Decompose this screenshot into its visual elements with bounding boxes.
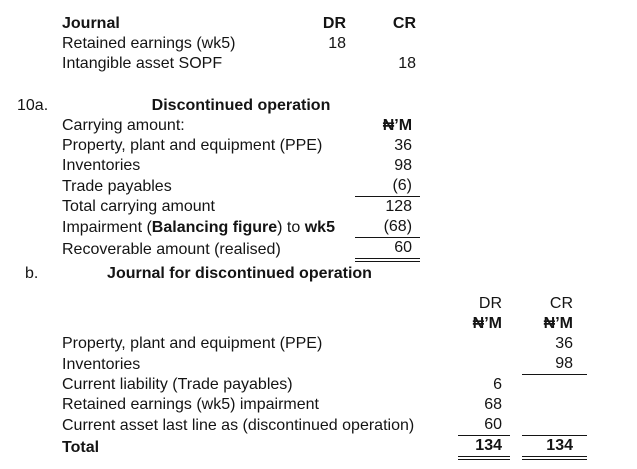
table-row: Impairment (Balancing figure) to wk5 (68… <box>62 217 421 238</box>
row-label: Total carrying amount <box>62 198 215 215</box>
journal-title: Journal <box>62 15 120 32</box>
row-label: Trade payables <box>62 177 172 195</box>
label-part-bold: Balancing figure <box>151 218 278 236</box>
cr-currency-unit: ₦’M <box>543 315 573 332</box>
impairment-row-label: Impairment (Balancing figure) to wk5 <box>62 217 355 238</box>
row-dr-value <box>458 354 510 375</box>
cr-column-header: CR <box>549 295 573 312</box>
discontinued-journal-table: DR CR ₦’M ₦’M Property, plant and equipm… <box>62 294 587 460</box>
label-part-bold: wk5 <box>304 218 335 236</box>
row-value: (68) <box>355 217 421 238</box>
row-cr-value <box>522 395 587 415</box>
row-value: 36 <box>394 137 413 154</box>
row-label: Property, plant and equipment (PPE) <box>62 137 323 154</box>
table-row: Recoverable amount (realised) 60 <box>62 237 421 262</box>
table-row: Retained earnings (wk5) impairment 68 <box>62 395 587 415</box>
row-value: 60 <box>355 237 421 262</box>
table-row: Inventories 98 <box>62 156 420 176</box>
row-dr-value: 60 <box>458 415 510 436</box>
journal-row-dr-value <box>315 54 349 74</box>
total-label: Total <box>62 439 100 456</box>
row-label: Current liability (Trade payables) <box>62 376 293 393</box>
item-number-b: b. <box>25 265 39 282</box>
label-part: Impairment ( <box>62 218 152 236</box>
total-cr-value: 134 <box>522 435 587 460</box>
table-row: Property, plant and equipment (PPE) 36 <box>62 136 420 156</box>
row-dr-value: 68 <box>484 396 502 413</box>
row-cr-value: 98 <box>522 354 587 375</box>
total-dr-value: 134 <box>458 435 510 460</box>
table-header-row: DR CR <box>62 294 587 314</box>
section-10a-title: Discontinued operation <box>151 97 331 114</box>
journal-row-cr-value: 18 <box>398 55 416 72</box>
row-label: Retained earnings (wk5) impairment <box>62 396 319 413</box>
journal-row-label: Intangible asset SOPF <box>62 55 223 72</box>
table-row: Retained earnings (wk5) 18 <box>62 34 419 54</box>
row-value: 128 <box>385 198 413 215</box>
journal-row-label: Retained earnings (wk5) <box>62 35 236 52</box>
section-journal: Journal DR CR Retained earnings (wk5) 18… <box>0 14 637 74</box>
dr-column-header: DR <box>478 295 502 312</box>
section-b: b. Journal for discontinued operation DR… <box>0 264 637 460</box>
table-row: Trade payables (6) <box>62 176 421 197</box>
label-part: ) to <box>277 218 305 236</box>
row-label: Inventories <box>62 355 141 373</box>
table-row: Inventories 98 <box>62 354 587 375</box>
section-b-title: Journal for discontinued operation <box>107 265 372 282</box>
row-label: Inventories <box>62 157 141 174</box>
row-label: Current asset last line as (discontinued… <box>62 416 415 434</box>
row-label: Property, plant and equipment (PPE) <box>62 335 323 352</box>
total-row: Total 134 134 <box>62 435 587 460</box>
table-row: Total carrying amount 128 <box>62 197 420 218</box>
item-number-10a: 10a. <box>17 97 49 114</box>
journal-dr-header: DR <box>322 15 346 32</box>
table-row: Current liability (Trade payables) 6 <box>62 375 587 396</box>
journal-table: Journal DR CR Retained earnings (wk5) 18… <box>62 14 419 74</box>
journal-header-row: Journal DR CR <box>62 14 419 34</box>
row-dr-value: 6 <box>493 376 502 393</box>
currency-unit-header: ₦’M <box>382 117 413 134</box>
table-row: Current asset last line as (discontinued… <box>62 415 587 436</box>
table-row: Intangible asset SOPF 18 <box>62 54 419 74</box>
dr-currency-unit: ₦’M <box>472 315 502 332</box>
carrying-amount-label: Carrying amount: <box>62 117 185 134</box>
journal-cr-header: CR <box>392 15 416 32</box>
row-value: (6) <box>355 176 421 197</box>
row-cr-value <box>522 375 587 396</box>
row-cr-value <box>522 415 587 436</box>
section-title-row: Discontinued operation <box>62 96 420 116</box>
row-cr-value: 36 <box>555 335 573 352</box>
table-subheader-row: Carrying amount: ₦’M <box>62 116 420 136</box>
section-10a: 10a. Discontinued operation Carrying amo… <box>0 96 637 262</box>
row-dr-value <box>458 334 510 354</box>
table-row: Property, plant and equipment (PPE) 36 <box>62 334 587 354</box>
table-unit-row: ₦’M ₦’M <box>62 314 587 334</box>
row-label: Recoverable amount (realised) <box>62 241 281 258</box>
journal-row-cr-value <box>349 34 419 54</box>
row-value: 98 <box>394 157 413 174</box>
carrying-amount-table: Discontinued operation Carrying amount: … <box>62 96 421 262</box>
journal-row-dr-value: 18 <box>328 35 346 52</box>
